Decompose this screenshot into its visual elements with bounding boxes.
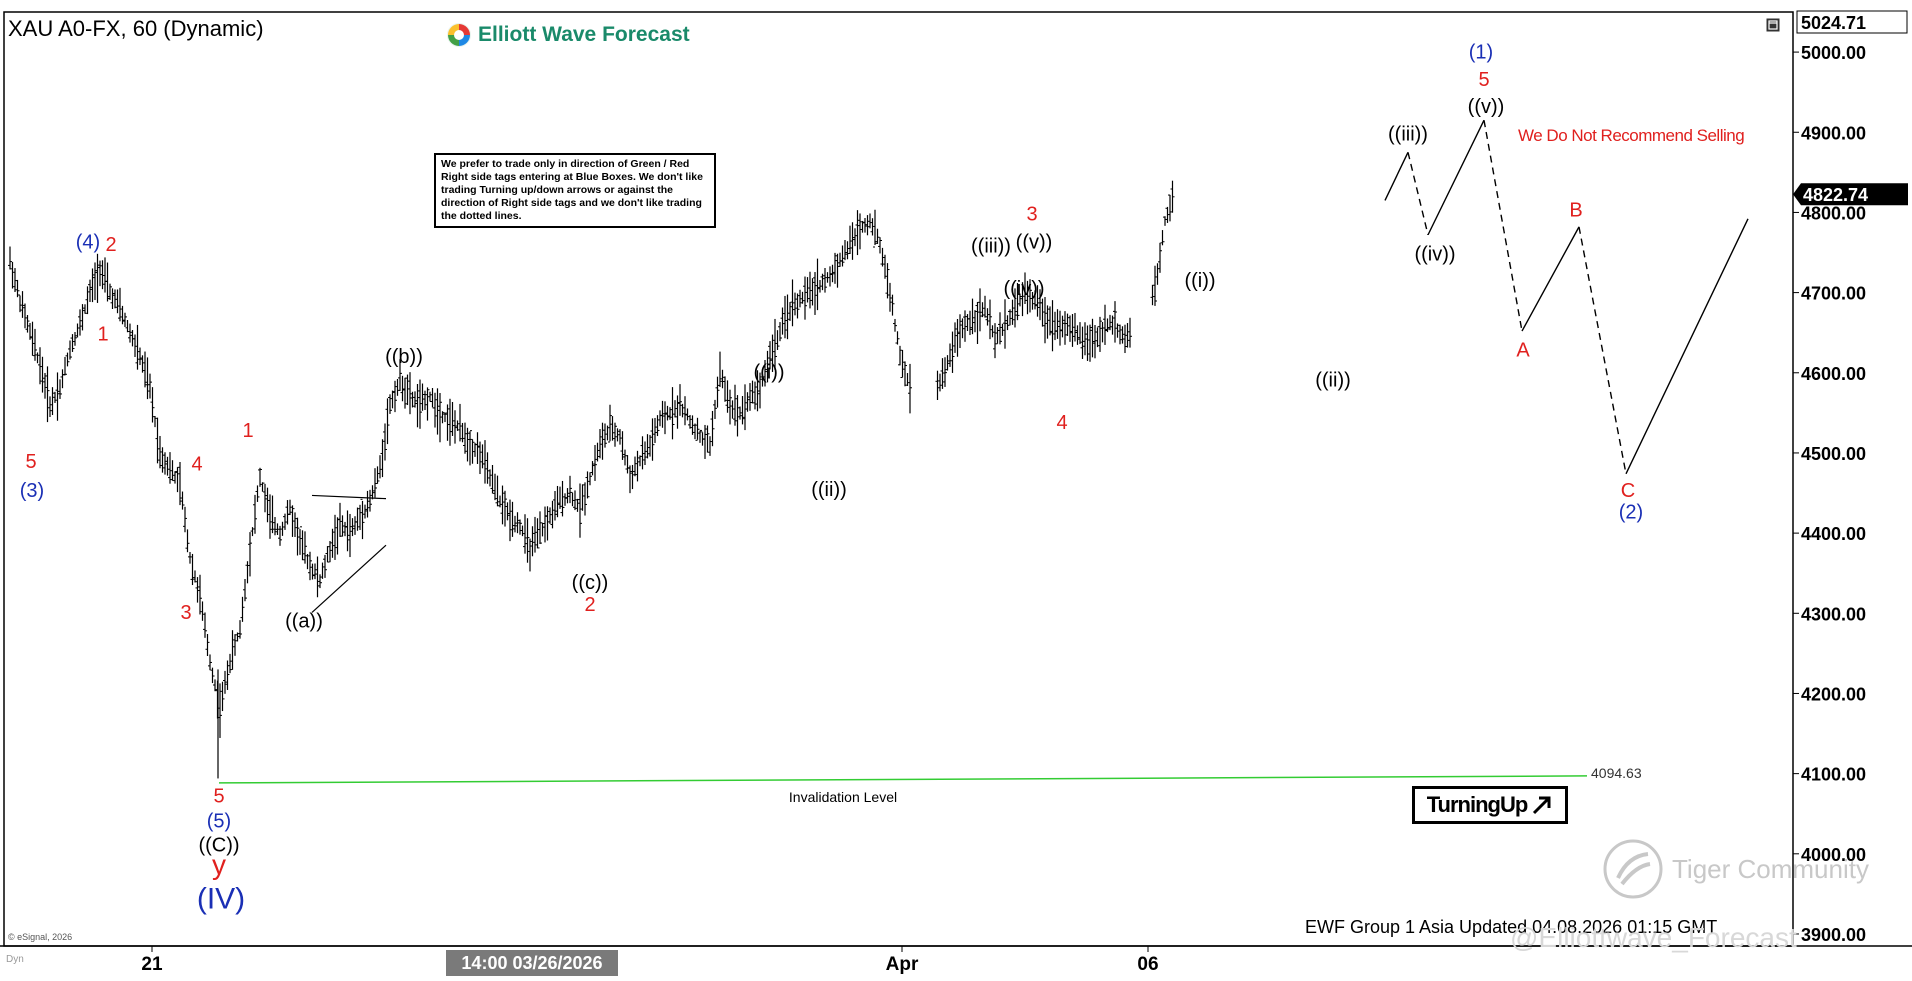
wave-label: (4) [76, 232, 100, 254]
price-tick-label: 4200.00 [1801, 684, 1866, 704]
wave-label: B [1569, 199, 1582, 221]
time-tick-label: Apr [886, 954, 919, 975]
wave-label: A [1516, 340, 1530, 362]
turning-up-label: TurningUp [1426, 792, 1529, 817]
price-axis: 5000.00 4900.00 4800.00 4700.00 4600.00 4500.… [1793, 10, 1908, 945]
projection-segment [1384, 151, 1409, 201]
projection-segment [1521, 226, 1580, 332]
logo-text: Elliott Wave Forecast [478, 23, 690, 46]
high-price-box [1796, 10, 1908, 34]
wave-label: (3) [20, 480, 44, 502]
wave-label: 2 [105, 234, 116, 256]
price-tick-label: 4100.00 [1801, 765, 1866, 785]
price-tick-label: 4500.00 [1801, 444, 1866, 464]
watermark-text: Tiger Community [1672, 853, 1869, 884]
wave-label: 1 [97, 324, 108, 346]
price-tick-label: 4400.00 [1801, 524, 1866, 544]
price-tick-label: 4300.00 [1801, 604, 1866, 624]
arrow-up-right-icon [1533, 796, 1551, 815]
tiger-logo-icon [1603, 839, 1663, 899]
triangle-line [311, 544, 387, 613]
wave-label: ((b)) [385, 346, 423, 368]
high-price-label: 5024.71 [1801, 13, 1866, 33]
price-tick-label: 4900.00 [1801, 123, 1866, 143]
wave-label: ((ii)) [1315, 369, 1351, 391]
price-tick-label: 4600.00 [1801, 364, 1866, 384]
chart-frame [0, 11, 1912, 947]
watermark-handle: @Elliottwave_Forecast [1510, 922, 1797, 953]
current-price-label: 4822.74 [1803, 185, 1868, 205]
projection-path [1384, 119, 1749, 475]
trading-notice: We prefer to trade only in direction of … [434, 153, 716, 228]
wave-label: (5) [207, 810, 231, 832]
maximize-icon[interactable] [1766, 18, 1780, 32]
triangle-line [311, 494, 387, 500]
wave-label: ((iii)) [971, 236, 1011, 258]
watermark: Tiger Community [1602, 838, 1869, 900]
invalidation-level-label: Invalidation Level [789, 789, 897, 805]
price-bars [8, 180, 1175, 779]
projection-segment [1625, 218, 1749, 475]
recommendation-text: We Do Not Recommend Selling [1518, 126, 1745, 145]
time-axis: 21 Apr 06 [141, 946, 1159, 975]
invalidation-line: 4094.63 Invalidation Level [218, 765, 1642, 805]
invalidation-value-label: 4094.63 [1591, 765, 1642, 781]
wave-label: (IV) [197, 882, 245, 915]
price-tick-label: 4800.00 [1801, 203, 1866, 223]
wave-label: (2) [1619, 502, 1643, 524]
wave-label: 4 [191, 454, 202, 476]
wave-labels: (4) 215(3)4315(5)((C))y(IV)((a))((b))((c)… [20, 41, 1643, 915]
update-footer: EWF Group 1 Asia Updated 04.08.2026 01:1… [1305, 917, 1718, 937]
wave-label: y [212, 849, 226, 880]
crosshair-date: 14:00 03/26/2026 [446, 950, 618, 976]
wave-label: ((C)) [198, 834, 239, 856]
current-price-box [1793, 183, 1908, 206]
wave-label: ((i)) [753, 361, 784, 383]
price-tick-label: 5000.00 [1801, 43, 1866, 63]
wave-label: 3 [180, 602, 191, 624]
wave-label: ((iv)) [1414, 244, 1455, 266]
invalidation-line [218, 775, 1588, 784]
wave-label: 5 [1478, 69, 1489, 91]
wave-label: 1 [242, 420, 253, 442]
projection-segment [1427, 119, 1485, 236]
wave-label: ((iii)) [1388, 123, 1428, 145]
wave-label: ((c)) [572, 572, 609, 594]
wave-label: (1) [1469, 41, 1493, 63]
wave-label: 2 [584, 594, 595, 616]
wave-label: C [1621, 480, 1635, 502]
wave-label: 5 [213, 785, 224, 807]
chart-title: XAU A0-FX, 60 (Dynamic) [8, 16, 264, 41]
wave-label: ((a)) [285, 611, 323, 633]
wave-label: ((i)) [1184, 270, 1215, 292]
logo-icon [447, 23, 471, 47]
esignal-copyright: © eSignal, 2026 [8, 932, 73, 942]
wave-label: 5 [25, 451, 36, 473]
time-tick-label: 21 [141, 954, 163, 975]
price-tick-label: 4000.00 [1801, 845, 1866, 865]
price-tick-label: 4700.00 [1801, 284, 1866, 304]
turning-up-badge: TurningUp [1412, 786, 1568, 824]
wave-label: 3 [1026, 203, 1037, 225]
triangle-lines [311, 494, 387, 613]
wave-label: ((v)) [1468, 96, 1505, 118]
wave-label: ((v)) [1016, 232, 1053, 254]
wave-label: ((ii)) [811, 479, 847, 501]
wave-label: 4 [1056, 412, 1067, 434]
logo: Elliott Wave Forecast [446, 22, 690, 48]
dyn-tag: Dyn [6, 954, 24, 965]
time-tick-label: 06 [1137, 954, 1158, 975]
projection-segment [1407, 152, 1429, 236]
wave-label: ((iv)) [1003, 278, 1044, 300]
projection-segment [1578, 226, 1627, 474]
price-tick-label: 3900.00 [1801, 925, 1866, 945]
